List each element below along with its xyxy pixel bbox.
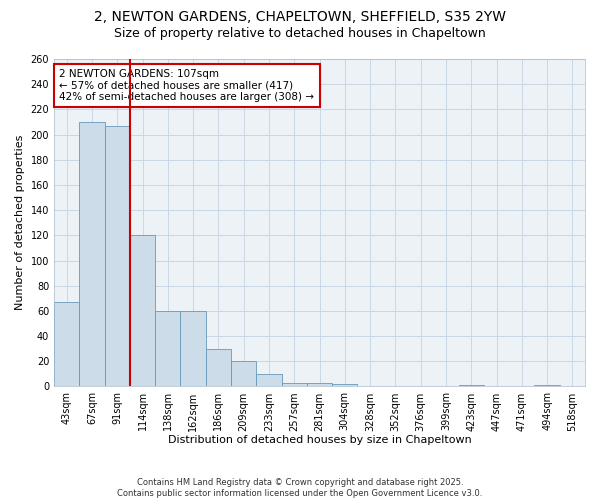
Bar [231, 362, 256, 386]
Bar [307, 382, 332, 386]
Bar [256, 374, 281, 386]
Bar [281, 382, 307, 386]
Text: Contains HM Land Registry data © Crown copyright and database right 2025.
Contai: Contains HM Land Registry data © Crown c… [118, 478, 482, 498]
Bar [206, 348, 231, 387]
Bar [155, 311, 181, 386]
Text: 2, NEWTON GARDENS, CHAPELTOWN, SHEFFIELD, S35 2YW: 2, NEWTON GARDENS, CHAPELTOWN, SHEFFIELD… [94, 10, 506, 24]
Bar [535, 385, 560, 386]
Bar [79, 122, 104, 386]
Bar [181, 311, 206, 386]
Y-axis label: Number of detached properties: Number of detached properties [15, 135, 25, 310]
X-axis label: Distribution of detached houses by size in Chapeltown: Distribution of detached houses by size … [167, 435, 472, 445]
Bar [104, 126, 130, 386]
Bar [332, 384, 358, 386]
Text: 2 NEWTON GARDENS: 107sqm
← 57% of detached houses are smaller (417)
42% of semi-: 2 NEWTON GARDENS: 107sqm ← 57% of detach… [59, 69, 314, 102]
Text: Size of property relative to detached houses in Chapeltown: Size of property relative to detached ho… [114, 28, 486, 40]
Bar [130, 236, 155, 386]
Bar [54, 302, 79, 386]
Bar [458, 385, 484, 386]
